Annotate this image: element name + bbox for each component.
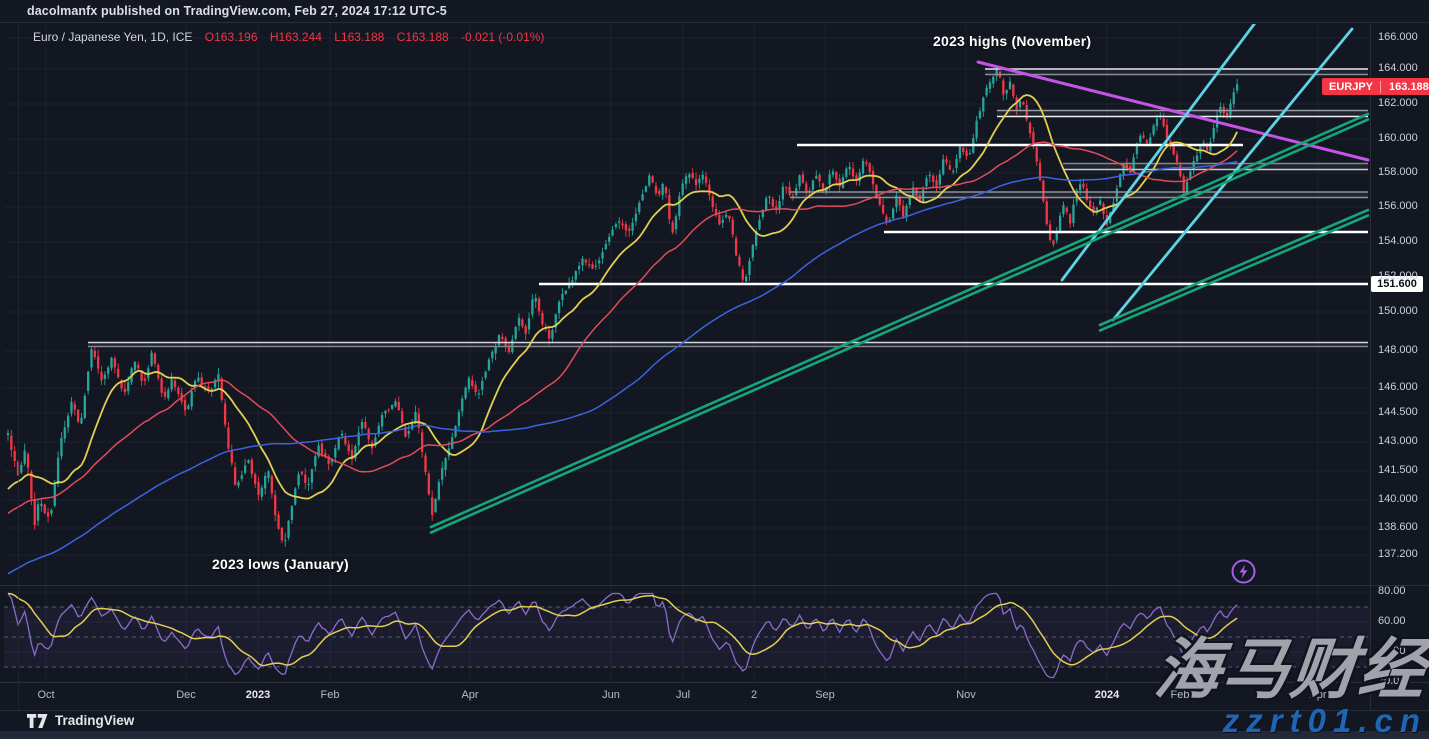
price-tick-156.000: 156.000 [1378, 200, 1418, 212]
price-tick-148.000: 148.000 [1378, 344, 1418, 356]
cyan-uptrend-1 [1060, 24, 1256, 282]
publisher-bar: dacolmanfx published on TradingView.com,… [0, 0, 1429, 23]
resistance-164 [985, 69, 1368, 75]
time-tick-Feb: Feb [1170, 689, 1190, 701]
annotation-2023-highs: 2023 highs (November) [933, 33, 1092, 49]
price-tick-166.000: 166.000 [1378, 31, 1418, 43]
time-tick-2024: 2024 [1094, 689, 1120, 701]
bottom-strip [0, 731, 1429, 739]
last-price-badge: EURJPY 163.188 [1322, 78, 1429, 95]
rsi-line [7, 592, 1238, 679]
price-tick-143.000: 143.000 [1378, 435, 1418, 447]
low-value: L163.188 [334, 30, 385, 44]
price-tick-152.000: 152.000 [1378, 270, 1418, 282]
time-tick-Oct: Oct [37, 689, 55, 701]
tradingview-attribution[interactable]: TradingView [27, 713, 134, 728]
price-tick-154.000: 154.000 [1378, 235, 1418, 247]
last-price-value: 163.188 [1389, 80, 1429, 93]
time-tick-Jul: Jul [675, 689, 691, 701]
tradingview-logo-icon [27, 713, 48, 728]
tradingview-brand-text: TradingView [55, 713, 135, 728]
price-tick-162.000: 162.000 [1378, 97, 1418, 109]
high-value: H163.244 [269, 30, 322, 44]
level-158-3 [1063, 163, 1368, 170]
trendlines[interactable] [429, 19, 1370, 534]
ma-slow-blue [7, 160, 1238, 575]
last-price-symbol: EURJPY [1322, 80, 1382, 93]
rsi-tick-60.00: 60.00 [1378, 615, 1406, 627]
price-tick-164.000: 164.000 [1378, 62, 1418, 74]
annotation-2023-lows: 2023 lows (January) [212, 556, 349, 572]
teal-channel-upper [429, 112, 1370, 529]
price-tick-160.000: 160.000 [1378, 132, 1418, 144]
gridlines [4, 24, 1370, 683]
price-tick-141.500: 141.500 [1378, 464, 1418, 476]
close-value: C163.188 [396, 30, 449, 44]
time-tick-Apr: Apr [461, 689, 479, 701]
time-tick-2023: 2023 [245, 689, 271, 701]
pane-borders [0, 24, 1429, 711]
level-156-6 [790, 192, 1368, 198]
ma-mid-red [7, 141, 1238, 515]
moving-averages [7, 94, 1238, 575]
rsi-indicator [7, 592, 1238, 679]
time-tick-Nov: Nov [956, 689, 976, 701]
time-tick-Dec: Dec [176, 689, 196, 701]
time-tick-2: 2 [750, 689, 758, 701]
price-tick-140.000: 140.000 [1378, 493, 1418, 505]
change-value: -0.021 (-0.01%) [461, 30, 545, 44]
price-tick-137.200: 137.200 [1378, 548, 1418, 560]
time-tick-Apr: Apr [1309, 689, 1327, 701]
price-tick-144.500: 144.500 [1378, 406, 1418, 418]
symbol-legend[interactable]: Euro / Japanese Yen, 1D, ICE O163.196 H1… [33, 30, 544, 44]
publisher-text: dacolmanfx published on TradingView.com,… [27, 4, 447, 18]
price-tick-146.000: 146.000 [1378, 381, 1418, 393]
candlestick-series[interactable] [6, 65, 1239, 547]
rsi-tick-40.00: 40.00 [1378, 645, 1406, 657]
price-tick-150.000: 150.000 [1378, 305, 1418, 317]
symbol-title: Euro / Japanese Yen, 1D, ICE [33, 30, 193, 44]
time-tick-Sep: Sep [815, 689, 835, 701]
level-148-4 [88, 342, 1368, 347]
open-value: O163.196 [204, 30, 258, 44]
rsi-zone [4, 606, 1370, 668]
rsi-tick-80.00: 80.00 [1378, 585, 1406, 597]
ma-fast-yellow [7, 94, 1238, 500]
rsi-tick-20.00: 20.00 [1378, 675, 1406, 687]
level-151600-badge: 151.600 [1371, 276, 1423, 292]
rsi-ma-line [7, 592, 1238, 667]
price-tick-138.600: 138.600 [1378, 521, 1418, 533]
teal-channel-lower [1098, 208, 1370, 327]
price-tick-158.000: 158.000 [1378, 166, 1418, 178]
time-tick-Feb: Feb [320, 689, 340, 701]
boost-lightning-icon[interactable] [1230, 558, 1257, 585]
time-tick-Jun: Jun [602, 689, 620, 701]
